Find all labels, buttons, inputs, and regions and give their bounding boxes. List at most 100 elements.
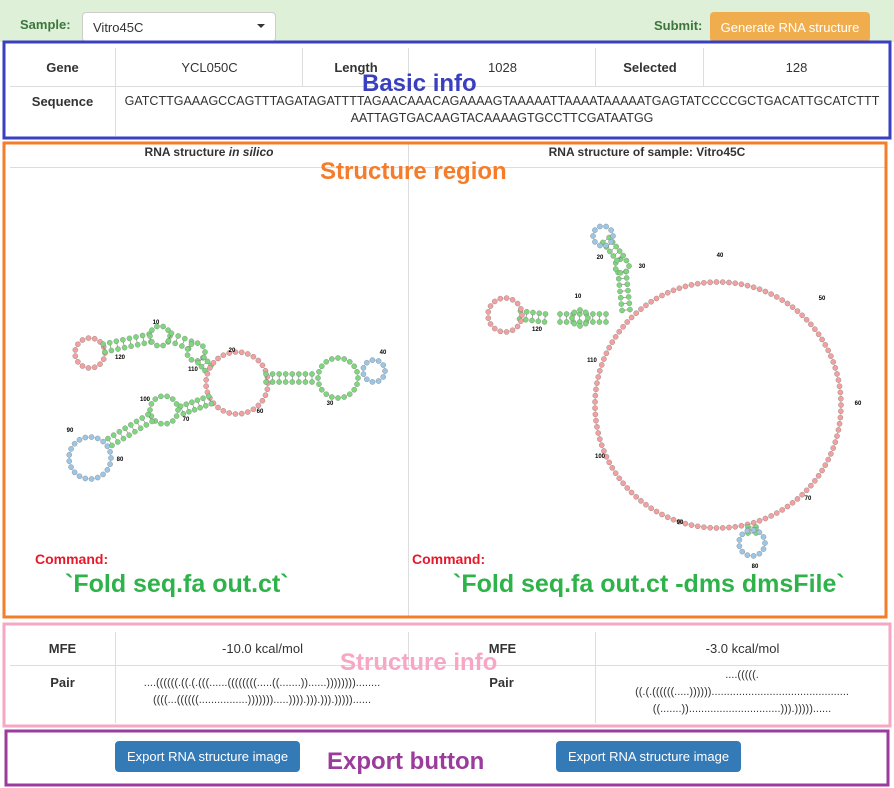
right-structure-title: RNA structure of sample: Vitro45C (548, 145, 746, 159)
nucleotide (713, 279, 720, 285)
nucleotide (835, 377, 842, 383)
nucleotide (375, 378, 382, 384)
nucleotide (648, 299, 654, 305)
nucleotide (154, 323, 160, 330)
nucleotide (369, 379, 376, 385)
export-button[interactable]: Export RNA structure image (115, 741, 300, 772)
nucleotide (596, 319, 603, 325)
nucleotide (701, 280, 707, 286)
nucleotide (509, 327, 516, 333)
nucleotide (302, 371, 309, 377)
nucleotide (592, 392, 599, 399)
length-label: Length (302, 48, 409, 86)
nucleotide (335, 395, 341, 401)
nucleotide (670, 516, 677, 523)
nucleotide (121, 344, 128, 351)
nucleotide (259, 397, 266, 404)
position-number: 80 (117, 457, 124, 463)
nucleotide (601, 448, 607, 454)
nucleotide (351, 363, 357, 369)
nucleotide (592, 405, 598, 411)
nucleotide (259, 362, 266, 369)
nucleotide (245, 409, 251, 415)
nucleotide (238, 410, 245, 417)
nucleotide (812, 326, 818, 332)
nucleotide (319, 363, 325, 369)
nucleotide (812, 478, 818, 484)
nucleotide (315, 375, 321, 381)
nucleotide (264, 386, 271, 392)
nucleotide (341, 356, 347, 362)
nucleotide (762, 288, 769, 295)
nucleotide (94, 435, 101, 442)
export-box (4, 729, 890, 787)
divider (408, 143, 409, 617)
nucleotide (282, 371, 289, 377)
nucleotide (76, 437, 83, 443)
nucleotide (133, 418, 140, 425)
nucleotide (204, 358, 211, 365)
pair-line: ((((...((((((................)))))))....… (152, 694, 372, 706)
export-button[interactable]: Export RNA structure image (556, 741, 741, 772)
position-number: 50 (819, 296, 826, 302)
nucleotide (184, 352, 191, 358)
nucleotide (269, 379, 276, 385)
nucleotide (614, 257, 620, 264)
nucleotide (624, 281, 631, 287)
command-label: Command: (35, 551, 109, 567)
nucleotide (838, 408, 844, 415)
nucleotide (102, 349, 108, 355)
nucleotide (626, 263, 632, 269)
nucleotide (815, 473, 822, 479)
nucleotide (200, 343, 206, 349)
nucleotide (128, 343, 134, 349)
nucleotide (188, 357, 195, 363)
nucleotide (739, 531, 746, 538)
nucleotide (79, 337, 86, 343)
nucleotide (542, 311, 549, 317)
nucleotide (626, 300, 633, 306)
nucleotide (625, 287, 631, 294)
nucleotide (779, 507, 785, 513)
nucleotide (132, 428, 138, 435)
nucleotide (732, 524, 738, 530)
nucleotide (597, 223, 603, 230)
nucleotide (819, 467, 825, 474)
nucleotide (202, 349, 208, 355)
nucleotide (808, 482, 814, 489)
nucleotide (354, 369, 360, 375)
nucleotide (643, 501, 649, 508)
nucleotide (149, 339, 155, 345)
nucleotide (250, 406, 257, 413)
nucleotide (738, 281, 745, 287)
nucleotide (760, 546, 767, 552)
nucleotide (72, 347, 79, 353)
position-number: 90 (677, 520, 684, 526)
nucleotide (364, 359, 370, 366)
generate-button[interactable]: Generate RNA structure (710, 12, 870, 42)
nucleotide (799, 312, 805, 319)
nucleotide (593, 386, 599, 393)
position-number: 120 (532, 327, 543, 333)
nucleotide (329, 356, 335, 362)
nucleotide (597, 242, 603, 249)
nucleotide (828, 451, 834, 457)
nucleotide (364, 376, 370, 383)
divider (10, 167, 886, 168)
nucleotide (620, 480, 626, 487)
nucleotide (100, 356, 107, 362)
nucleotide (768, 291, 774, 297)
nucleotide (638, 306, 644, 312)
nucleotide (76, 473, 83, 479)
nucleotide (577, 307, 583, 313)
nucleotide (643, 302, 649, 309)
annotation: Basic info (362, 70, 477, 97)
position-number: 90 (67, 428, 74, 434)
nucleotide (832, 365, 839, 371)
nucleotide (485, 309, 492, 315)
nucleotide (497, 295, 504, 302)
position-number: 110 (188, 367, 198, 373)
nucleotide (115, 439, 121, 445)
annotation: Structure info (340, 649, 498, 676)
nucleotide (309, 371, 315, 377)
